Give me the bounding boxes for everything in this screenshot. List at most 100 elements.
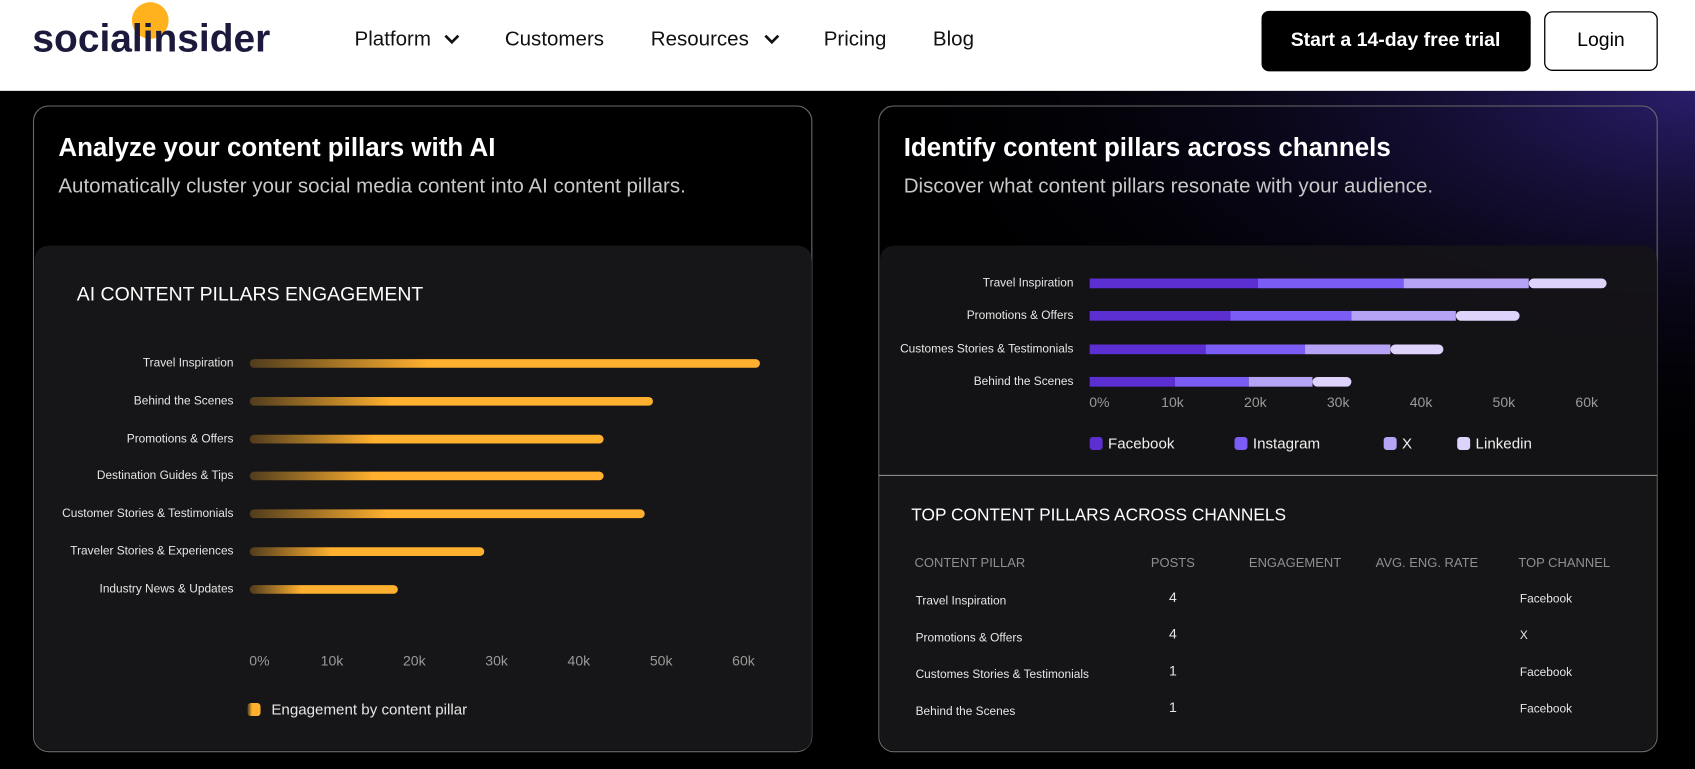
bar-segment (1205, 344, 1306, 355)
login-label[interactable]: Login (1577, 29, 1625, 51)
bar-segment (1248, 376, 1313, 387)
legend-label: X (1402, 436, 1412, 453)
card-subtitle: Automatically cluster your social media … (58, 175, 685, 198)
logo-dot (131, 2, 169, 39)
x-tick-label: 60k (1575, 394, 1599, 410)
x-tick-label: 0% (249, 653, 269, 669)
cell-channel: Facebook (1520, 591, 1572, 605)
logo[interactable]: socialinsider (32, 17, 270, 60)
cta-label[interactable]: Start a 14-day free trial (1291, 29, 1501, 51)
chevron (764, 34, 780, 45)
bar-segment (1403, 278, 1529, 289)
bar-segment (1528, 278, 1607, 289)
cell-channel: X (1520, 628, 1528, 642)
cell-pillar: Travel Inspiration (916, 594, 1007, 608)
chart-panel (34, 245, 812, 751)
column-header: POSTS (1151, 555, 1195, 570)
bar-segment (1312, 376, 1352, 387)
card-title: Analyze your content pillars with AI (58, 134, 495, 162)
x-tick-label: 0% (1089, 394, 1109, 410)
x-tick-label: 20k (1244, 394, 1268, 410)
column-header: CONTENT PILLAR (915, 555, 1026, 570)
legend-swatch (1457, 436, 1471, 450)
table-panel (879, 475, 1657, 751)
chart-title: AI CONTENT PILLARS ENGAGEMENT (77, 283, 424, 305)
cell-posts: 4 (1169, 626, 1177, 642)
category-label: Behind the Scenes (974, 374, 1074, 388)
legend-swatch (1383, 436, 1397, 450)
bar (249, 359, 760, 368)
cell-posts: 1 (1169, 699, 1177, 715)
category-label: Customer Stories & Testimonials (62, 506, 233, 520)
cell-posts: 1 (1169, 662, 1177, 678)
category-label: Traveler Stories & Experiences (70, 544, 233, 558)
legend-swatch (1089, 436, 1103, 450)
category-label: Travel Inspiration (143, 356, 234, 370)
cell-pillar: Behind the Scenes (916, 704, 1016, 718)
bar-segment (1174, 376, 1249, 387)
category-label: Industry News & Updates (100, 582, 234, 596)
legend-swatch (247, 703, 261, 717)
x-tick-label: 30k (1327, 394, 1351, 410)
cell-pillar: Promotions & Offers (916, 630, 1023, 644)
chart-panel (879, 245, 1658, 475)
cta-button[interactable] (1261, 10, 1531, 72)
nav-link[interactable]: Blog (933, 27, 974, 50)
category-label: Promotions & Offers (127, 431, 234, 445)
bar-segment (1089, 344, 1206, 355)
x-tick-label: 10k (1161, 394, 1185, 410)
legend-label: Engagement by content pillar (271, 702, 467, 719)
chevron (444, 34, 460, 45)
bar (249, 396, 653, 406)
bar (249, 547, 485, 556)
bar-segment (1390, 344, 1444, 355)
bar-segment (1089, 376, 1175, 387)
bar-segment (1455, 310, 1520, 321)
nav-link[interactable]: Platform (355, 27, 431, 50)
category-label: Destination Guides & Tips (97, 468, 234, 482)
x-tick-label: 40k (1410, 394, 1434, 410)
cell-posts: 4 (1169, 589, 1177, 605)
bar (249, 585, 398, 594)
x-tick-label: 60k (732, 653, 756, 669)
legend-label: Facebook (1108, 436, 1175, 453)
category-label: Promotions & Offers (967, 308, 1074, 322)
bar-segment (1230, 310, 1352, 321)
cell-channel: Facebook (1520, 665, 1572, 679)
bar-segment (1351, 310, 1456, 321)
legend-label: Instagram (1253, 436, 1320, 453)
column-header: AVG. ENG. RATE (1376, 555, 1479, 570)
bar (249, 434, 604, 444)
card-title: Identify content pillars across channels (904, 134, 1391, 162)
bar-segment (1305, 344, 1391, 355)
legend-label: Linkedin (1476, 436, 1532, 453)
x-tick-label: 10k (321, 653, 345, 669)
bar-segment (1257, 278, 1404, 289)
nav-link[interactable]: Resources (651, 27, 749, 50)
x-tick-label: 40k (568, 653, 592, 669)
bar (249, 471, 604, 481)
nav-link[interactable]: Pricing (824, 27, 887, 50)
login-button[interactable] (1544, 11, 1658, 71)
column-header: ENGAGEMENT (1249, 555, 1341, 570)
x-tick-label: 20k (403, 653, 427, 669)
category-label: Behind the Scenes (134, 393, 234, 407)
category-label: Travel Inspiration (983, 276, 1074, 290)
bar-segment (1089, 278, 1258, 289)
legend-swatch (1234, 436, 1248, 450)
bar (249, 509, 645, 519)
cell-pillar: Customes Stories & Testimonials (916, 667, 1089, 681)
table-title: TOP CONTENT PILLARS ACROSS CHANNELS (911, 504, 1286, 524)
bar-segment (1089, 310, 1231, 321)
x-tick-label: 50k (1493, 394, 1517, 410)
column-header: TOP CHANNEL (1518, 555, 1610, 570)
x-tick-label: 50k (650, 653, 674, 669)
category-label: Customes Stories & Testimonials (900, 341, 1073, 355)
nav-link[interactable]: Customers (505, 27, 604, 50)
cell-channel: Facebook (1520, 702, 1572, 716)
x-tick-label: 30k (485, 653, 509, 669)
card-subtitle: Discover what content pillars resonate w… (904, 175, 1433, 198)
